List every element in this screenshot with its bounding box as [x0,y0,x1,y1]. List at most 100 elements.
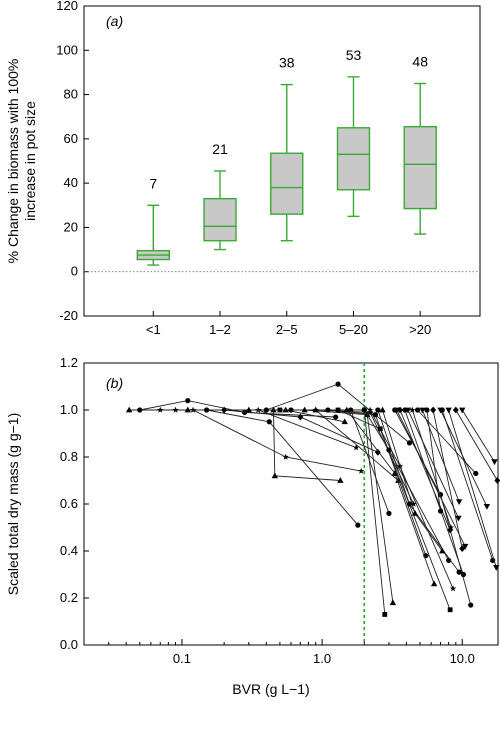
series-20 [379,406,446,554]
triangle-down-marker [491,459,498,466]
y-tick-label: 0 [71,264,78,279]
series-line [461,409,495,462]
box-1: 7 [136,175,171,266]
series-line [139,400,336,418]
circle-marker [266,419,272,425]
series-23 [397,406,454,534]
star-marker [366,406,374,413]
circle-marker [361,407,367,413]
series-32 [439,407,496,564]
series-line [432,409,463,549]
x-tick-label: 0.1 [173,651,191,666]
series-29 [424,407,444,514]
triangle-up-marker [343,406,350,413]
star-marker [157,406,164,413]
circle-marker [333,414,339,420]
circle-marker [372,412,378,418]
series-line [411,409,452,528]
triangle-up-marker [391,470,398,476]
x-tick-label: >20 [409,322,431,337]
box-4: 53 [336,47,371,218]
y-tick-label: 60 [64,131,78,146]
panel-a-y-axis-title-line2: increase in pot size [22,101,38,221]
y-tick-label: 120 [56,0,78,13]
star-marker [447,524,455,531]
y-tick-label: 0.6 [60,496,78,511]
triangle-down-marker [445,407,452,414]
panel-b-line-plot: (b) Scaled total dry mass (g g−1) BVR (g… [5,355,500,697]
box-3: 38 [270,55,304,242]
y-tick-label: 100 [56,42,78,57]
triangle-up-marker [301,406,308,413]
panel-b-y-axis: 0.0 0.2 0.4 0.6 0.8 1.0 1.2 [60,355,89,652]
triangle-down-marker [419,407,426,414]
triangle-up-marker [439,547,446,554]
series-1 [125,406,344,483]
series-8 [245,406,402,483]
triangle-up-marker [271,472,279,479]
circle-marker [456,569,462,575]
circle-marker [424,407,430,413]
series-line [396,409,466,547]
star-marker [449,585,457,592]
sample-count-label: 48 [412,54,428,70]
star-marker [352,444,360,451]
triangle-up-marker [270,406,277,413]
box-2: 21 [203,141,237,251]
sample-count-label: 21 [212,141,228,157]
series-line [175,409,357,449]
series-33 [445,407,500,571]
series-15 [335,407,453,613]
panel-b-x-axis: 0.1 1.0 10.0 [83,363,475,666]
panel-b-label: (b) [106,375,123,391]
circle-marker [473,470,479,477]
circle-marker [325,407,331,413]
panel-b-x-axis-title: BVR (g L−1) [232,681,309,697]
diamond-marker [374,448,381,456]
x-tick-label: 2–5 [276,322,298,337]
series-line [337,409,451,610]
series-28 [419,407,463,506]
series-16 [343,406,438,587]
box-5: 48 [403,54,437,235]
star-marker [282,453,289,460]
panel-b-frame [83,362,499,646]
circle-marker [242,409,248,415]
diamond-marker [459,545,466,553]
square-marker [447,607,453,613]
triangle-up-marker [184,406,191,413]
triangle-up-marker [389,599,397,606]
triangle-down-marker [459,407,466,414]
circle-marker [460,571,467,578]
circle-marker [137,407,143,413]
sample-count-label: 53 [346,47,362,63]
circle-marker [439,407,445,413]
triangle-down-marker [461,543,469,550]
series-6 [204,407,361,528]
y-tick-label: -20 [59,308,78,323]
panel-b-series [125,381,500,617]
series-line [448,409,497,568]
y-tick-label: 40 [64,175,78,190]
series-26 [409,406,455,531]
series-21 [392,407,474,608]
circle-marker [386,510,392,516]
square-marker [335,407,341,413]
y-tick-label: 0.8 [60,449,78,464]
star-marker [409,406,416,413]
triangle-down-marker [483,503,491,510]
circle-marker [437,508,444,514]
circle-marker [406,440,413,446]
y-tick-label: 0.4 [60,543,78,558]
diamond-marker [397,406,404,414]
panel-a-y-axis-title-line1: % Change in biomass with 100% [5,59,21,264]
series-4 [172,406,360,451]
series-line [394,409,472,606]
series-line [206,409,359,526]
series-line [440,409,488,507]
star-marker [312,406,319,413]
x-tick-label: 1–2 [209,322,231,337]
series-line [421,409,460,502]
panel-a-box-plot: (a) % Change in biomass with 100% increa… [5,0,481,337]
iqr-box [403,125,437,210]
